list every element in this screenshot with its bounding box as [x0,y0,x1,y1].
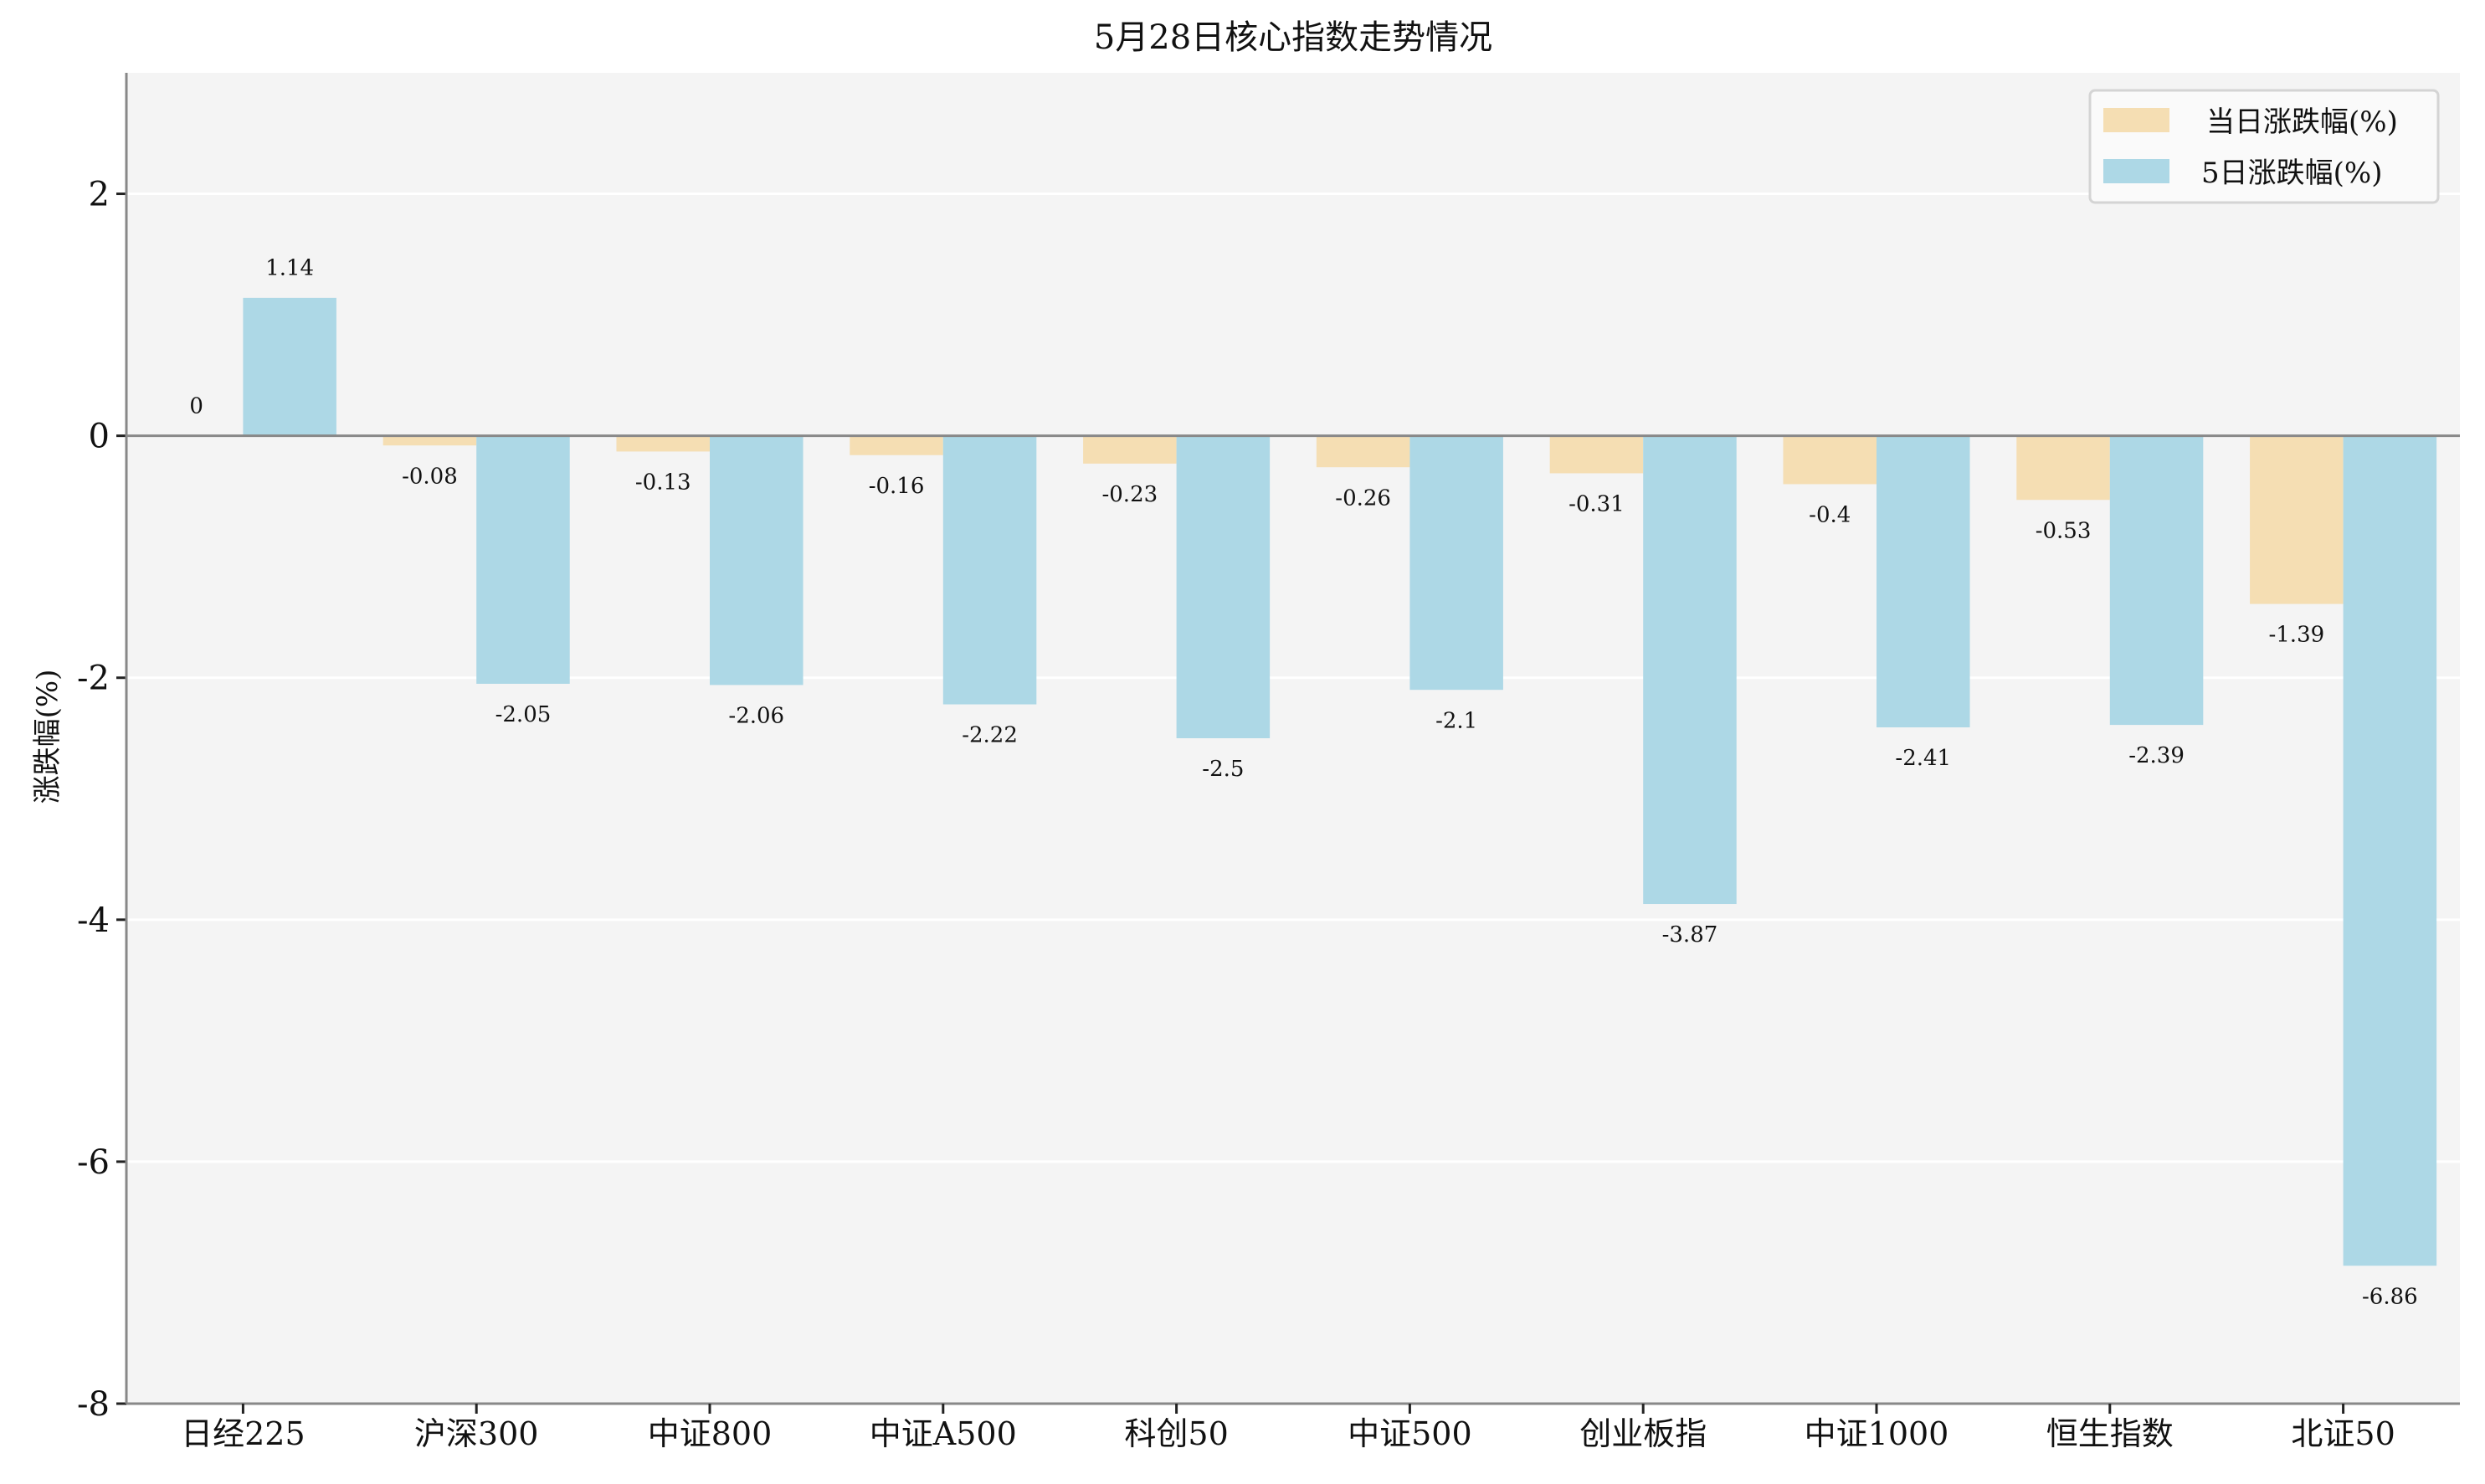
bar [1877,435,1970,727]
legend-swatch [2103,108,2169,132]
data-label: -2.41 [1895,746,1951,771]
bar [710,435,804,686]
bar [1176,435,1271,738]
legend-label: 当日涨跌幅(%) [2206,105,2398,139]
y-tick-label: -6 [77,1143,110,1182]
y-axis-label: 涨跌幅(%) [31,670,64,804]
bar [476,435,570,684]
bar [616,435,710,452]
x-tick-label: 中证800 [648,1415,773,1452]
data-label: -0.08 [402,464,458,489]
data-label: -0.13 [635,470,691,496]
legend: 当日涨跌幅(%) 5日涨跌幅(%) [2088,89,2440,204]
bar [850,435,943,455]
y-tick-label: -4 [77,901,110,940]
bar [1316,435,1410,468]
data-label: 0 [189,394,203,419]
data-label: -0.31 [1569,492,1625,517]
bar [1783,435,1877,485]
x-tick-label: 中证500 [1348,1415,1472,1452]
bar [383,435,477,446]
x-tick-label: 科创50 [1124,1415,1228,1452]
y-tick-label: 0 [89,418,110,456]
bar [2109,435,2204,726]
legend-swatch [2103,159,2169,183]
bar [1549,435,1644,474]
plot-area: 2 0 -2 -4 -6 -8 0 -0.08 -0.13 -0.16 -0.23 -0.26 -0.3… [77,73,2460,1452]
legend-box [2088,89,2440,204]
data-label: -2.1 [1435,708,1477,733]
bar [243,297,336,436]
x-tick-label: 创业板指 [1579,1415,1707,1452]
data-label: -0.16 [869,474,925,499]
x-tick-label: 中证A500 [870,1415,1017,1452]
plot-background [126,73,2460,1404]
bar [2016,435,2110,501]
data-label: -2.5 [1202,757,1244,782]
x-tick-label: 恒生指数 [2046,1415,2174,1452]
bar [2250,435,2344,604]
data-label: -2.06 [728,704,784,729]
data-label: -0.26 [1335,485,1391,511]
data-label: -3.87 [1662,922,1718,947]
y-tick-label: -2 [77,660,110,698]
data-label: -6.86 [2362,1284,2418,1309]
x-tick-label: 日经225 [181,1415,305,1452]
data-label: -0.23 [1101,482,1158,507]
x-tick-label: 北证50 [2291,1415,2395,1452]
bar [1643,435,1737,905]
data-label: -0.53 [2036,518,2092,543]
bar [1409,435,1503,691]
bar [942,435,1037,705]
x-tick-label: 沪深300 [414,1415,539,1452]
legend-label: 5日涨跌幅(%) [2201,157,2382,190]
bar [2343,435,2437,1266]
data-label: -0.4 [1809,503,1851,528]
chart-title: 5月28日核心指数走势情况 [1094,18,1492,57]
data-label: -1.39 [2268,623,2324,648]
y-tick-label: -8 [77,1385,110,1424]
y-tick-label: 2 [89,176,110,214]
data-label: -2.05 [495,702,552,727]
data-label: -2.22 [962,723,1018,748]
data-label: -2.39 [2128,743,2185,768]
data-label: 1.14 [265,256,314,281]
x-tick-label: 中证1000 [1805,1415,1949,1452]
bar [1083,435,1177,464]
